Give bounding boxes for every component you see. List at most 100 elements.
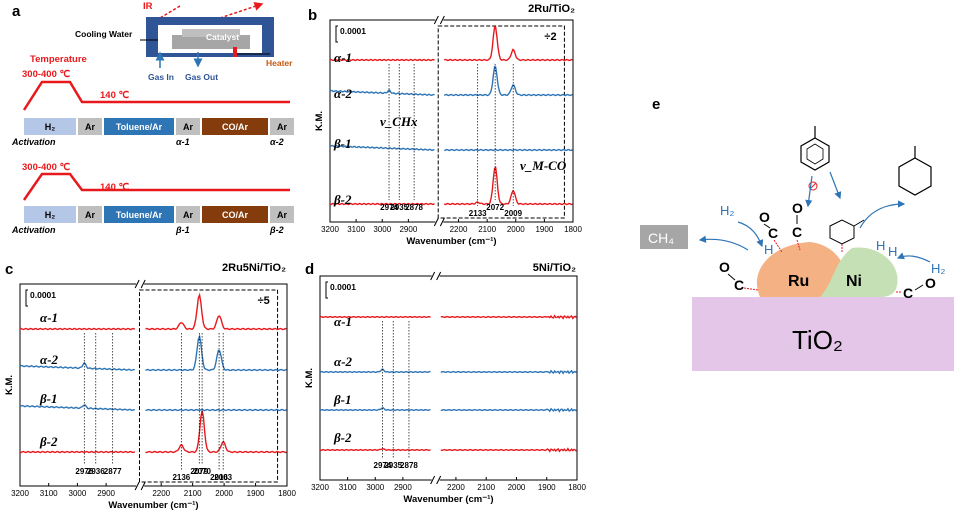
protocol-1-step-3: [176, 118, 200, 135]
ir-beam-out: [219, 2, 264, 19]
panel-c-trace-3: [19, 410, 287, 454]
gas-in-label: Gas In: [148, 72, 174, 82]
panel-c-break-mark-top-b: [140, 279, 146, 289]
panel-c-trace-1: [19, 334, 287, 372]
panel-b-label: b: [308, 7, 317, 24]
tio2-support: [692, 297, 954, 371]
panel-c-xlabel: Wavenumber (cm⁻¹): [108, 500, 198, 511]
methylcyclohexane-icon: [898, 146, 932, 196]
panel-d-tick-label-2000: 2000: [508, 483, 526, 492]
heater-element: [233, 47, 237, 57]
panel-c-peak-label-2136: 2136: [172, 473, 190, 482]
panel-d-tick-label-2100: 2100: [477, 483, 495, 492]
panel-a-label: a: [12, 3, 21, 20]
panel-e-label: e: [652, 96, 660, 113]
panel-d-break-gap-top: [431, 272, 440, 280]
panel-c-peak-label-2877: 2877: [104, 467, 122, 476]
heater-label: Heater: [266, 58, 293, 68]
panel-c-peak-label-2079: 2079: [190, 467, 208, 476]
protocol-1-note-alpha1: α-1: [176, 137, 190, 147]
protocol-2-step-2: [104, 206, 174, 223]
protocol-2-note-beta2: β-2: [269, 225, 284, 235]
cooling-water-label: Cooling Water: [75, 29, 133, 39]
panel-b-trace-0: [329, 25, 573, 62]
panel-c-break-gap-bottom: [136, 482, 145, 490]
temperature-label: Temperature: [30, 54, 87, 65]
ch4-box: [640, 225, 688, 249]
panel-c-tick-label-3200: 3200: [11, 489, 29, 498]
panel-d-tick-label-1800: 1800: [568, 483, 586, 492]
panel-d-tick-label-2900: 2900: [394, 483, 412, 492]
panel-b-tick-label-2200: 2200: [450, 225, 468, 234]
panel-d-break-mark-top-a: [430, 271, 436, 281]
panel-c-peak-label-2070: 2070: [193, 467, 211, 476]
protocol-2-note-activation: Activation: [11, 225, 56, 235]
co-4-o: O: [925, 275, 936, 291]
protocol-2: 300-400 ℃ 140 ℃ H₂ Ar Toluene/Ar Ar CO/Ar Ar …: [11, 162, 294, 235]
panel-b-scale-label: 0.0001: [340, 26, 366, 36]
panel-b-annotation-chx: v_CHx: [380, 114, 418, 129]
panel-c-series-label-2: β-1: [39, 391, 58, 406]
h2-arrow-right: [896, 252, 931, 263]
protocol-2-step-1: [78, 206, 102, 223]
panel-d-peak-label-2935: 2935: [384, 461, 402, 470]
protocol-2-step-3-label: Ar: [183, 210, 193, 220]
protocol-1-step-5: [270, 118, 294, 135]
protocol-1-high-temp: 300-400 ℃: [22, 69, 71, 80]
panel-d-series-label-2: β-1: [333, 392, 352, 407]
co-2-c: C: [792, 224, 802, 240]
panel-c-peak-label-2003: 2003: [214, 473, 232, 482]
panel-d-frame: [319, 275, 578, 481]
protocol-1-step-4-label: CO/Ar: [222, 122, 249, 132]
panel-c-peak-label-2016: 2016: [210, 473, 228, 482]
protocol-1-low-temp: 140 ℃: [100, 90, 129, 101]
panel-b-series-label-3: β-2: [333, 192, 352, 207]
protocol-2-step-0: [24, 206, 76, 223]
protocol-1-step-1-label: Ar: [85, 122, 95, 132]
panel-c-tick-label-3100: 3100: [40, 489, 58, 498]
panel-d-break-mark-top-b: [436, 271, 442, 281]
protocol-2-steps: H₂ Ar Toluene/Ar Ar CO/Ar Ar: [24, 206, 294, 223]
panel-c-scale-label: 0.0001: [30, 290, 56, 300]
panel-b-trace-1: [329, 65, 573, 97]
panel-b-tick-label-2100: 2100: [478, 225, 496, 234]
catalyst-label: Catalyst: [206, 32, 239, 42]
protocol-2-step-2-label: Toluene/Ar: [116, 210, 163, 220]
protocol-1-step-5-label: Ar: [277, 122, 287, 132]
panel-c-ylabel: K.M.: [4, 375, 15, 395]
panel-d-ylabel: K.M.: [304, 368, 315, 388]
panel-b-trace-2: [329, 144, 573, 152]
panel-b-xlabel: Wavenumber (cm⁻¹): [406, 236, 496, 247]
blocked-icon: [808, 181, 818, 191]
panel-d-xlabel: Wavenumber (cm⁻¹): [403, 494, 493, 505]
panel-d-label: d: [305, 261, 314, 278]
panel-b-title: 2Ru/TiO₂: [528, 3, 575, 15]
co-2-o: O: [792, 200, 803, 216]
protocol-2-note-beta1: β-1: [175, 225, 190, 235]
panel-d-tick-label-1900: 1900: [538, 483, 556, 492]
panel-c-break-mark-bottom-b: [140, 481, 146, 491]
protocol-2-temperature-profile: [22, 172, 290, 201]
panel-b-tick-label-2000: 2000: [507, 225, 525, 234]
panel-c-series-label-1: α-2: [40, 352, 59, 367]
protocol-2-step-1-label: Ar: [85, 210, 95, 220]
panel-b-ylabel: K.M.: [314, 111, 325, 131]
panel-d-tick-label-2200: 2200: [447, 483, 465, 492]
co-4-c: C: [903, 285, 913, 301]
catalyst-bed: [182, 29, 240, 37]
panel-b-tick-label-3200: 3200: [321, 225, 339, 234]
protocol-2-step-4: [202, 206, 268, 223]
h-atom-right-2: H: [888, 244, 897, 259]
protocol-1-step-3-label: Ar: [183, 122, 193, 132]
panel-b-peak-label-2935: 2935: [390, 203, 408, 212]
panel-a: a IR Catalyst Cooling Water Gas In Gas O…: [11, 1, 294, 235]
product-arrow: [859, 200, 906, 229]
ir-label: IR: [143, 1, 153, 12]
h2-arrow-left: [737, 221, 764, 248]
protocol-1-steps: H₂ Ar Toluene/Ar Ar CO/Ar Ar: [24, 118, 294, 135]
panel-c-tick-label-2200: 2200: [152, 489, 170, 498]
catalyst-holder: [172, 35, 250, 49]
panel-c-scale-bar: [25, 289, 28, 307]
panel-c-tick-label-3000: 3000: [69, 489, 87, 498]
panel-c-tick-label-2000: 2000: [215, 489, 233, 498]
